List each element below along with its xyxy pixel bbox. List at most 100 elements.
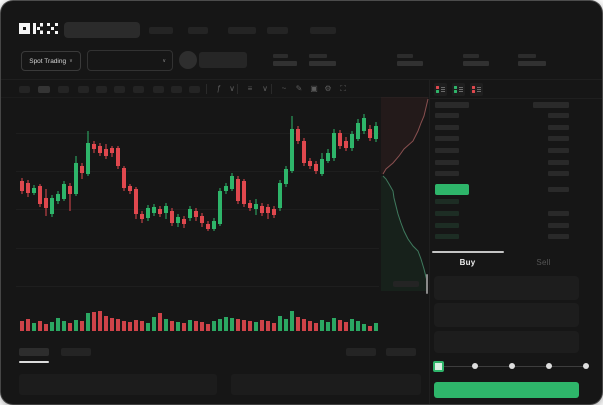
bid-price-placeholder [435,223,459,228]
orderbook-header-col-price [435,102,469,108]
divider [237,84,238,94]
slider-step-dot[interactable] [509,363,515,369]
stat-value-placeholder [518,61,546,66]
indicators-icon[interactable]: ƒ [216,84,222,93]
chart-range-pill[interactable] [393,281,419,287]
ask-price-placeholder [435,113,459,118]
nav-item[interactable] [267,27,288,34]
view-book-combined[interactable] [434,83,447,96]
market-type-label: Spot Trading [29,57,67,65]
tab-sell[interactable]: Sell [536,258,551,267]
divider [206,84,207,94]
last-price-bar[interactable] [435,184,469,195]
timeframe-pill[interactable] [133,86,144,93]
ask-price-placeholder [435,136,459,141]
bid-row[interactable] [430,234,602,239]
bid-price-placeholder [435,211,459,216]
settings-gear-icon[interactable]: ⚙ [324,84,332,93]
stat-label-placeholder [518,54,536,58]
timeframe-pill[interactable] [171,86,182,93]
ask-row[interactable] [430,125,602,130]
tab-buy[interactable]: Buy [459,258,476,267]
ask-total-placeholder [548,125,569,130]
nav-item[interactable] [149,27,173,34]
book-icon-lines [458,87,463,92]
slider-step-dot[interactable] [583,363,589,369]
ask-total-placeholder [548,171,569,176]
top-nav [1,1,602,46]
timeframe-pill[interactable] [19,86,30,93]
bottom-tab[interactable] [19,348,49,356]
ask-row[interactable] [430,113,602,118]
line-type-icon[interactable]: ~ [281,84,287,93]
stat-value-placeholder [463,61,489,66]
bottom-panel [231,374,421,395]
chevron-down-icon[interactable]: ∨ [262,84,268,93]
ask-total-placeholder [548,136,569,141]
nav-item[interactable] [310,27,336,34]
ask-row[interactable] [430,160,602,165]
order-form-field[interactable] [434,276,579,300]
ticker-stat [518,54,546,68]
header-action-button[interactable] [199,52,247,68]
timeframe-pill[interactable] [189,86,200,93]
bid-row[interactable] [430,223,602,228]
ask-total-placeholder [548,148,569,153]
buy-submit-button[interactable] [434,382,579,398]
search-input[interactable] [64,22,140,38]
chevron-down-icon[interactable]: ∨ [229,84,235,93]
orderbook-view-toggle [434,83,483,96]
bid-total-placeholder [548,211,569,216]
active-tab-underline [19,361,49,363]
market-type-dropdown[interactable]: Spot Trading ∨ [21,51,81,71]
chart-toolbar: ƒ ∨ ≡ ∨ ~ ✎ ▣ ⚙ ⛶ [1,80,429,98]
bid-price-placeholder [435,234,459,239]
ticker-bar: Spot Trading ∨ ∨ [1,46,602,80]
ticker-stat [273,54,297,68]
ask-price-placeholder [435,148,459,153]
scrollbar-thumb[interactable] [426,274,428,294]
bottom-tab[interactable] [61,348,91,356]
timeframe-pill[interactable] [114,86,125,93]
slider-handle[interactable] [433,361,444,372]
draw-icon[interactable]: ✎ [295,84,303,93]
orderbook-scroll-indicator[interactable] [432,251,504,253]
divider [430,98,602,99]
timeframe-pill[interactable] [58,86,69,93]
timeframe-pill[interactable] [78,86,89,93]
order-form-field[interactable] [434,303,579,327]
camera-icon[interactable]: ▣ [310,84,318,93]
stat-value-placeholder [397,61,423,66]
bottom-tab[interactable] [346,348,376,356]
ask-row[interactable] [430,171,602,176]
order-form-field[interactable] [434,331,579,353]
fullscreen-icon[interactable]: ⛶ [340,84,346,93]
ask-row[interactable] [430,148,602,153]
ticker-stats [1,46,602,79]
pair-selector-dropdown[interactable]: ∨ [87,50,173,71]
slider-step-dot[interactable] [472,363,478,369]
nav-item[interactable] [188,27,208,34]
bid-total-placeholder [548,223,569,228]
bid-row[interactable] [430,199,602,204]
nav-item[interactable] [228,27,256,34]
book-icon-blocks [472,86,476,93]
view-book-bids[interactable] [452,83,465,96]
timeframe-pill[interactable] [153,86,164,93]
timeframe-pill[interactable] [96,86,107,93]
slider-step-dot[interactable] [546,363,552,369]
bottom-tab[interactable] [386,348,416,356]
ask-row[interactable] [430,136,602,141]
avatar[interactable] [179,51,197,69]
book-icon-lines [476,87,481,92]
okx-logo[interactable] [19,23,59,35]
bid-row[interactable] [430,211,602,216]
view-book-asks[interactable] [470,83,483,96]
divider [429,79,430,404]
timeframe-pill[interactable] [38,86,50,93]
book-icon-lines [440,87,445,92]
candle-style-icon[interactable]: ≡ [247,84,253,93]
